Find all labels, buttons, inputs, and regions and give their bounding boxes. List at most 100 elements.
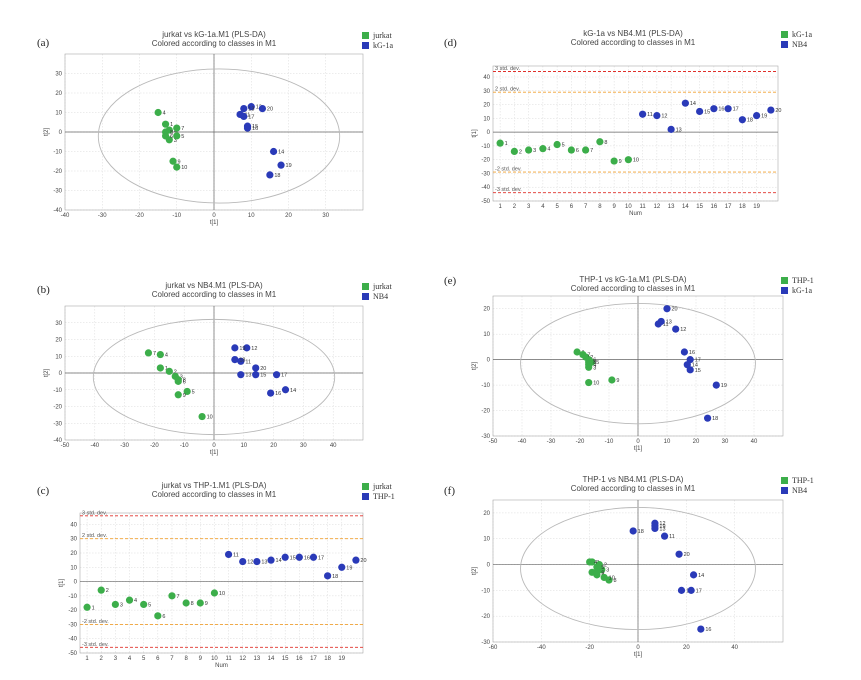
x-tick-label: 0 (212, 213, 216, 219)
data-point (667, 125, 675, 133)
point-label: 19 (286, 163, 292, 169)
data-point (672, 325, 680, 333)
data-point (738, 116, 746, 124)
point-label: 6 (593, 358, 596, 364)
point-label: 15 (260, 373, 266, 379)
data-point (510, 147, 518, 156)
point-label: 5 (601, 565, 604, 571)
data-point (144, 349, 153, 357)
data-point (196, 599, 204, 607)
x-axis-label: Num (215, 663, 228, 669)
y-tick-label: -10 (53, 388, 62, 394)
data-point (352, 556, 360, 564)
x-tick-label: 19 (753, 204, 760, 210)
data-point (224, 550, 233, 559)
legend-swatch (781, 487, 788, 494)
data-point (651, 522, 659, 530)
point-label: 18 (747, 118, 753, 124)
y-axis-label: t[2] (472, 567, 478, 576)
point-label: 18 (239, 358, 245, 364)
point-label: 7 (587, 353, 590, 359)
point-label: 5 (562, 143, 565, 149)
y-tick-label: 0 (487, 358, 491, 364)
x-tick-label: -30 (98, 213, 107, 219)
y-tick-label: 20 (483, 103, 490, 109)
y-tick-label: 30 (55, 72, 62, 78)
point-label: 13 (261, 560, 267, 566)
x-tick-label: 10 (240, 443, 247, 449)
x-tick-label: -40 (90, 443, 99, 449)
point-label: 4 (165, 353, 168, 359)
point-label: 6 (576, 148, 579, 154)
data-point (573, 348, 581, 356)
x-tick-label: -20 (585, 645, 594, 651)
x-tick-label: 30 (300, 443, 307, 449)
point-label: 8 (170, 130, 173, 136)
point-label: 11 (663, 322, 669, 328)
data-point (231, 356, 239, 364)
x-tick-label: 3 (114, 656, 118, 662)
panel-label: (f) (444, 485, 455, 497)
x-tick-label: 5 (142, 656, 146, 662)
data-point (240, 105, 248, 113)
y-tick-label: -20 (481, 409, 490, 415)
data-point (753, 111, 761, 120)
data-point (608, 376, 616, 384)
data-point (165, 367, 173, 375)
point-label: 8 (593, 360, 596, 366)
point-label: 16 (689, 350, 695, 356)
y-tick-label: 0 (487, 130, 491, 136)
point-label: 14 (692, 363, 698, 369)
legend-swatch (362, 42, 369, 49)
point-label: 13 (666, 319, 672, 325)
y-tick-label: -50 (481, 199, 490, 205)
point-label: 17 (318, 555, 324, 561)
y-tick-label: 20 (483, 511, 490, 517)
data-point (624, 156, 632, 164)
data-point (593, 563, 601, 571)
point-label: 18 (332, 574, 338, 580)
x-tick-label: 14 (682, 204, 689, 210)
point-label: 10 (207, 415, 213, 421)
point-label: 6 (183, 379, 186, 385)
legend-swatch (781, 31, 788, 38)
chart-title: kG-1a vs NB4.M1 (PLS-DA) (583, 29, 683, 38)
point-label: 4 (547, 147, 550, 153)
y-tick-label: 20 (55, 91, 62, 97)
y-tick-label: 40 (483, 75, 490, 81)
point-label: 13 (659, 526, 665, 532)
point-label: 15 (695, 368, 701, 374)
chart-panel-d: (d) kG-1a vs NB4.M1 (PLS-DA)Colored accor… (444, 29, 812, 217)
chart-panel-b: (b) jurkat vs NB4.M1 (PLS-DA)Colored acco… (37, 281, 392, 456)
data-point (267, 556, 275, 564)
legend-entry: kG-1a (792, 286, 812, 295)
point-label: 15 (290, 555, 296, 561)
y-tick-label: -20 (53, 169, 62, 175)
x-tick-label: 16 (296, 656, 303, 662)
legend-swatch (781, 287, 788, 294)
data-point (247, 103, 255, 111)
data-point (169, 157, 177, 165)
data-point (237, 357, 245, 365)
y-tick-label: -20 (481, 614, 490, 620)
y-tick-label: 10 (483, 537, 490, 543)
chart-panel-c: (c) jurkat vs THP-1.M1 (PLS-DA)Colored ac… (37, 481, 395, 669)
x-tick-label: 7 (584, 204, 588, 210)
x-tick-label: 30 (722, 439, 729, 445)
x-tick-label: 17 (310, 656, 317, 662)
x-tick-label: -20 (135, 213, 144, 219)
x-tick-label: 16 (711, 204, 718, 210)
x-axis-label: Num (629, 211, 642, 217)
y-tick-label: 30 (70, 537, 77, 543)
x-tick-label: 18 (739, 204, 746, 210)
data-point (174, 391, 182, 399)
point-label: 10 (609, 575, 615, 581)
x-tick-label: -10 (605, 439, 614, 445)
y-tick-label: -20 (481, 158, 490, 164)
y-tick-label: 20 (483, 307, 490, 313)
point-label: 1 (505, 141, 508, 147)
point-label: 1 (165, 366, 168, 372)
data-point (154, 108, 162, 117)
point-label: 12 (659, 521, 665, 527)
point-label: 7 (153, 351, 156, 357)
